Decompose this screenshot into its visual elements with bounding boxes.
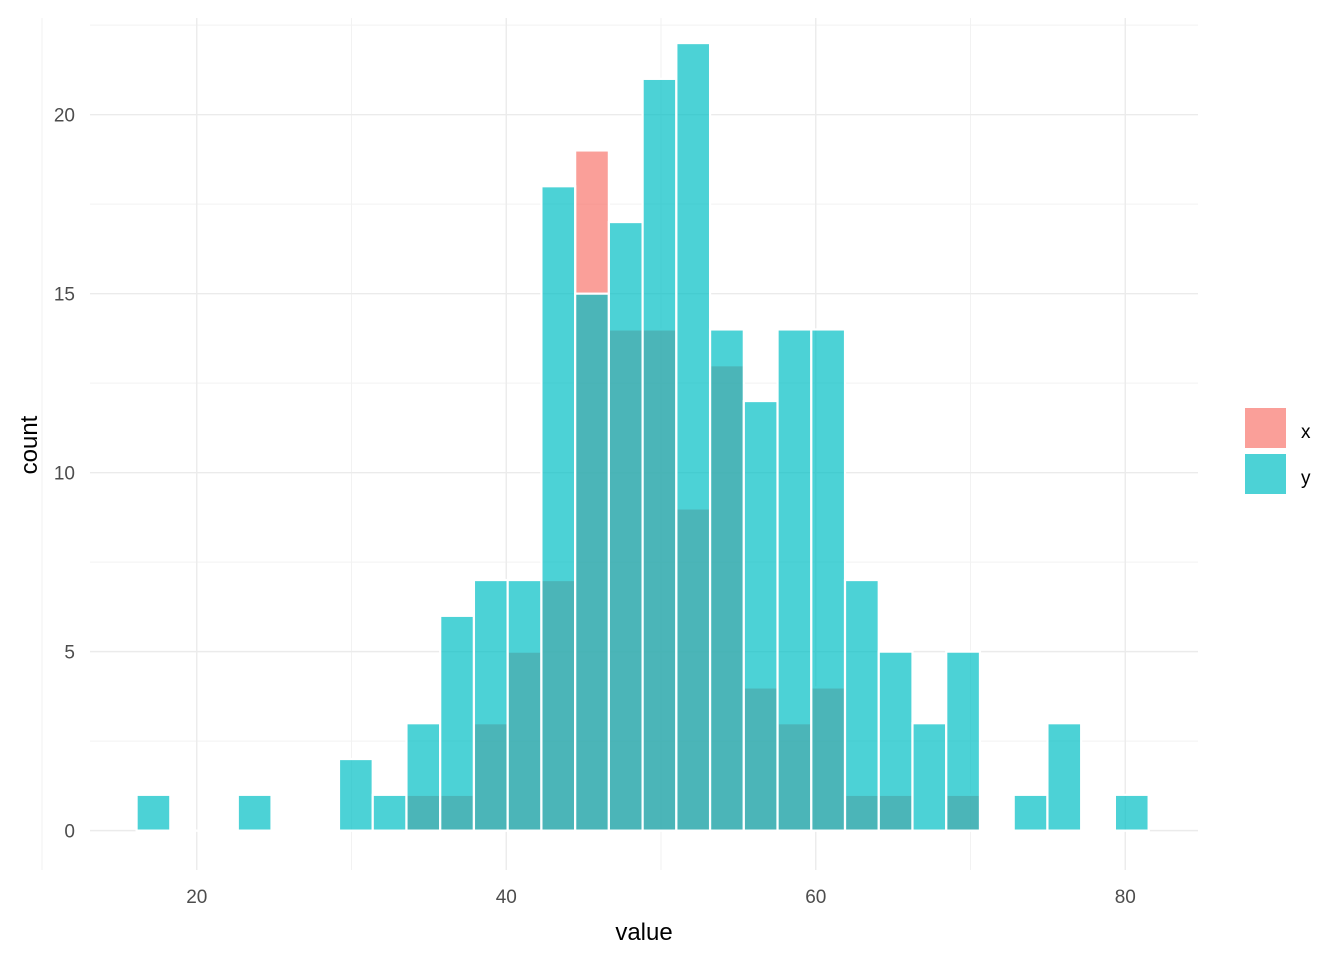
y-tick-label: 5 — [64, 643, 75, 664]
series-y — [135, 41, 1150, 832]
bar-y — [1012, 793, 1049, 832]
legend-label-y: y — [1301, 468, 1311, 489]
bar-y — [1113, 793, 1150, 832]
bar-y — [810, 328, 847, 832]
x-tick-label: 60 — [805, 887, 826, 908]
y-tick-label: 20 — [54, 106, 75, 127]
bar-y — [945, 650, 982, 832]
bar-y — [405, 722, 442, 832]
legend-key-y — [1245, 454, 1286, 494]
bar-y — [1046, 722, 1083, 832]
bars — [135, 41, 1150, 832]
bar-y — [843, 578, 880, 832]
legend-label-x: x — [1301, 422, 1311, 443]
bar-y — [776, 328, 813, 832]
bar-y — [472, 578, 509, 832]
bar-y — [607, 220, 644, 832]
bar-y — [911, 722, 948, 832]
legend-key-x — [1245, 408, 1286, 448]
y-axis-title: count — [16, 415, 43, 474]
y-tick-label: 10 — [54, 464, 75, 485]
bar-y — [675, 41, 712, 832]
bar-y — [439, 614, 476, 832]
legend: x y — [1245, 408, 1311, 494]
bar-y — [574, 292, 610, 832]
y-tick-label: 15 — [54, 285, 75, 306]
bar-y — [641, 77, 678, 832]
bar-y — [135, 793, 172, 832]
bar-y — [506, 578, 543, 832]
bar-y — [371, 793, 408, 832]
bar-y — [742, 399, 779, 832]
x-tick-label: 40 — [496, 887, 517, 908]
y-axis-tick-labels: 0 5 10 15 20 — [54, 106, 75, 843]
x-tick-label: 80 — [1115, 887, 1136, 908]
bar-y — [236, 793, 273, 832]
bar-y — [540, 185, 577, 832]
y-tick-label: 0 — [64, 822, 75, 843]
bar-y — [337, 757, 374, 832]
bar-y — [708, 328, 745, 832]
bar-y — [877, 650, 914, 832]
x-tick-label: 20 — [186, 887, 207, 908]
x-axis-tick-labels: 20 40 60 80 — [186, 887, 1136, 908]
x-axis-title: value — [615, 919, 672, 946]
